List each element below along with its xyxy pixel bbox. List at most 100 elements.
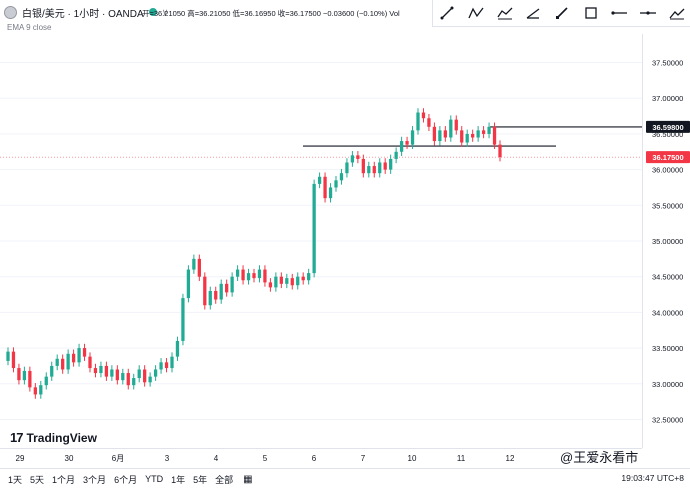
range-all[interactable]: 全部: [215, 474, 234, 485]
time-axis-labels[interactable]: 29 30 6月 3 4 5 6 7 10 11 12: [16, 454, 515, 463]
candle-body: [82, 348, 87, 357]
range-5d[interactable]: 5天: [30, 474, 45, 485]
candle-body: [197, 258, 201, 277]
range-3m[interactable]: 3个月: [83, 474, 107, 485]
y-tick-label: 33.50000: [652, 344, 683, 353]
price-axis-labels[interactable]: 37.50000 37.00000 36.50000 36.00000 35.50000…: [652, 59, 683, 425]
candle-body: [164, 362, 169, 369]
clock[interactable]: 19:03:47 UTC+8: [621, 473, 684, 483]
candle-body: [33, 387, 37, 395]
range-1d[interactable]: 1天: [8, 474, 23, 485]
candle-body: [296, 276, 300, 286]
ema-indicator-label[interactable]: EMA 9 close: [7, 23, 52, 32]
candle-body: [465, 133, 469, 143]
x-tick-label: 6: [312, 454, 317, 463]
horizontal-lines: [0, 126, 642, 158]
horizontal-ray-icon[interactable]: [608, 3, 630, 23]
horizontal-line-icon[interactable]: [637, 3, 659, 23]
candle-body: [367, 166, 371, 174]
range-6m[interactable]: 6个月: [114, 474, 138, 485]
brush-icon[interactable]: [551, 3, 573, 23]
y-tick-label: 34.50000: [652, 273, 683, 282]
candle-body: [427, 118, 431, 127]
resistance-price-tag: [646, 120, 690, 133]
trend-line-icon[interactable]: [436, 3, 458, 23]
candle-body: [186, 269, 191, 299]
x-tick-label: 12: [506, 454, 515, 463]
symbol-row[interactable]: 白银/美元 · 1小时 · OANDA ∨: [4, 4, 168, 20]
symbol-title[interactable]: 白银/美元 · 1小时 · OANDA: [22, 8, 144, 20]
candle-body: [257, 269, 262, 279]
candle-body: [389, 158, 393, 170]
market-status-icon: [148, 8, 157, 16]
candle-body: [372, 166, 376, 174]
range-1m[interactable]: 1个月: [52, 474, 76, 485]
ray-icon[interactable]: [522, 3, 544, 23]
candle-body: [208, 290, 212, 306]
ohlc-values: 开=36.21050 高=36.21050 低=36.16950 收=36.17…: [142, 9, 400, 18]
candle-body: [230, 276, 234, 293]
hide-icon[interactable]: ∨: [161, 6, 169, 17]
candle-body: [339, 173, 344, 181]
zigzag-icon[interactable]: [465, 3, 487, 23]
range-ytd[interactable]: YTD: [145, 474, 164, 484]
candle-body: [61, 358, 65, 370]
line-chart-icon[interactable]: [494, 3, 516, 23]
candle-body: [323, 176, 327, 199]
candle-body: [137, 369, 141, 379]
candle-body: [449, 119, 453, 138]
candle-body: [93, 368, 98, 374]
candle-body: [225, 283, 229, 293]
candle-body: [252, 273, 256, 279]
candle-body: [99, 365, 103, 374]
candle-body: [143, 369, 147, 383]
candle-body: [246, 273, 251, 281]
candle-body: [405, 141, 409, 145]
candle-body: [153, 369, 158, 377]
chart-grid: [0, 62, 642, 420]
candle-body: [421, 112, 426, 119]
current-price-tag: [646, 151, 690, 164]
x-tick-label: 30: [65, 454, 74, 463]
candle-body: [279, 276, 283, 284]
x-tick-label: 10: [408, 454, 417, 463]
range-5y[interactable]: 5年: [193, 474, 208, 485]
candle-body: [110, 369, 114, 377]
candle-body: [301, 276, 305, 281]
candle-body: [219, 283, 223, 300]
candle-body: [203, 276, 207, 306]
candle-body: [268, 282, 273, 288]
y-tick-label: 35.00000: [652, 237, 683, 246]
candle-body: [290, 278, 294, 286]
rectangle-icon[interactable]: [580, 3, 602, 23]
tradingview-logo-text: TradingView: [26, 430, 97, 445]
candle-body: [383, 162, 387, 170]
candle-body: [361, 158, 365, 174]
tradingview-logo[interactable]: 17 TradingView: [10, 430, 97, 445]
candle-body: [44, 376, 48, 386]
candle-body: [175, 340, 180, 357]
candle-body: [471, 133, 475, 138]
y-tick-label: 37.50000: [652, 59, 683, 68]
y-tick-label: 36.00000: [652, 166, 683, 175]
candle-body: [104, 365, 109, 377]
y-tick-label: 37.00000: [652, 94, 683, 103]
x-tick-label: 7: [361, 454, 366, 463]
candle-body: [148, 376, 152, 383]
tradingview-logo-icon: 17: [10, 430, 24, 445]
candle-body: [55, 358, 59, 366]
candle-body: [77, 348, 81, 363]
price-axis-separator: [642, 34, 643, 448]
range-1y[interactable]: 1年: [171, 474, 186, 485]
candle-body: [17, 368, 21, 381]
candle-body: [235, 269, 240, 277]
calendar-icon[interactable]: ▦: [243, 473, 253, 485]
candle-body: [476, 130, 480, 138]
y-tick-label: 33.00000: [652, 380, 683, 389]
long-position-icon[interactable]: [666, 3, 688, 23]
candle-body: [181, 298, 185, 341]
time-axis[interactable]: [0, 448, 642, 469]
candle-body: [159, 362, 163, 370]
candle-body: [399, 141, 404, 152]
